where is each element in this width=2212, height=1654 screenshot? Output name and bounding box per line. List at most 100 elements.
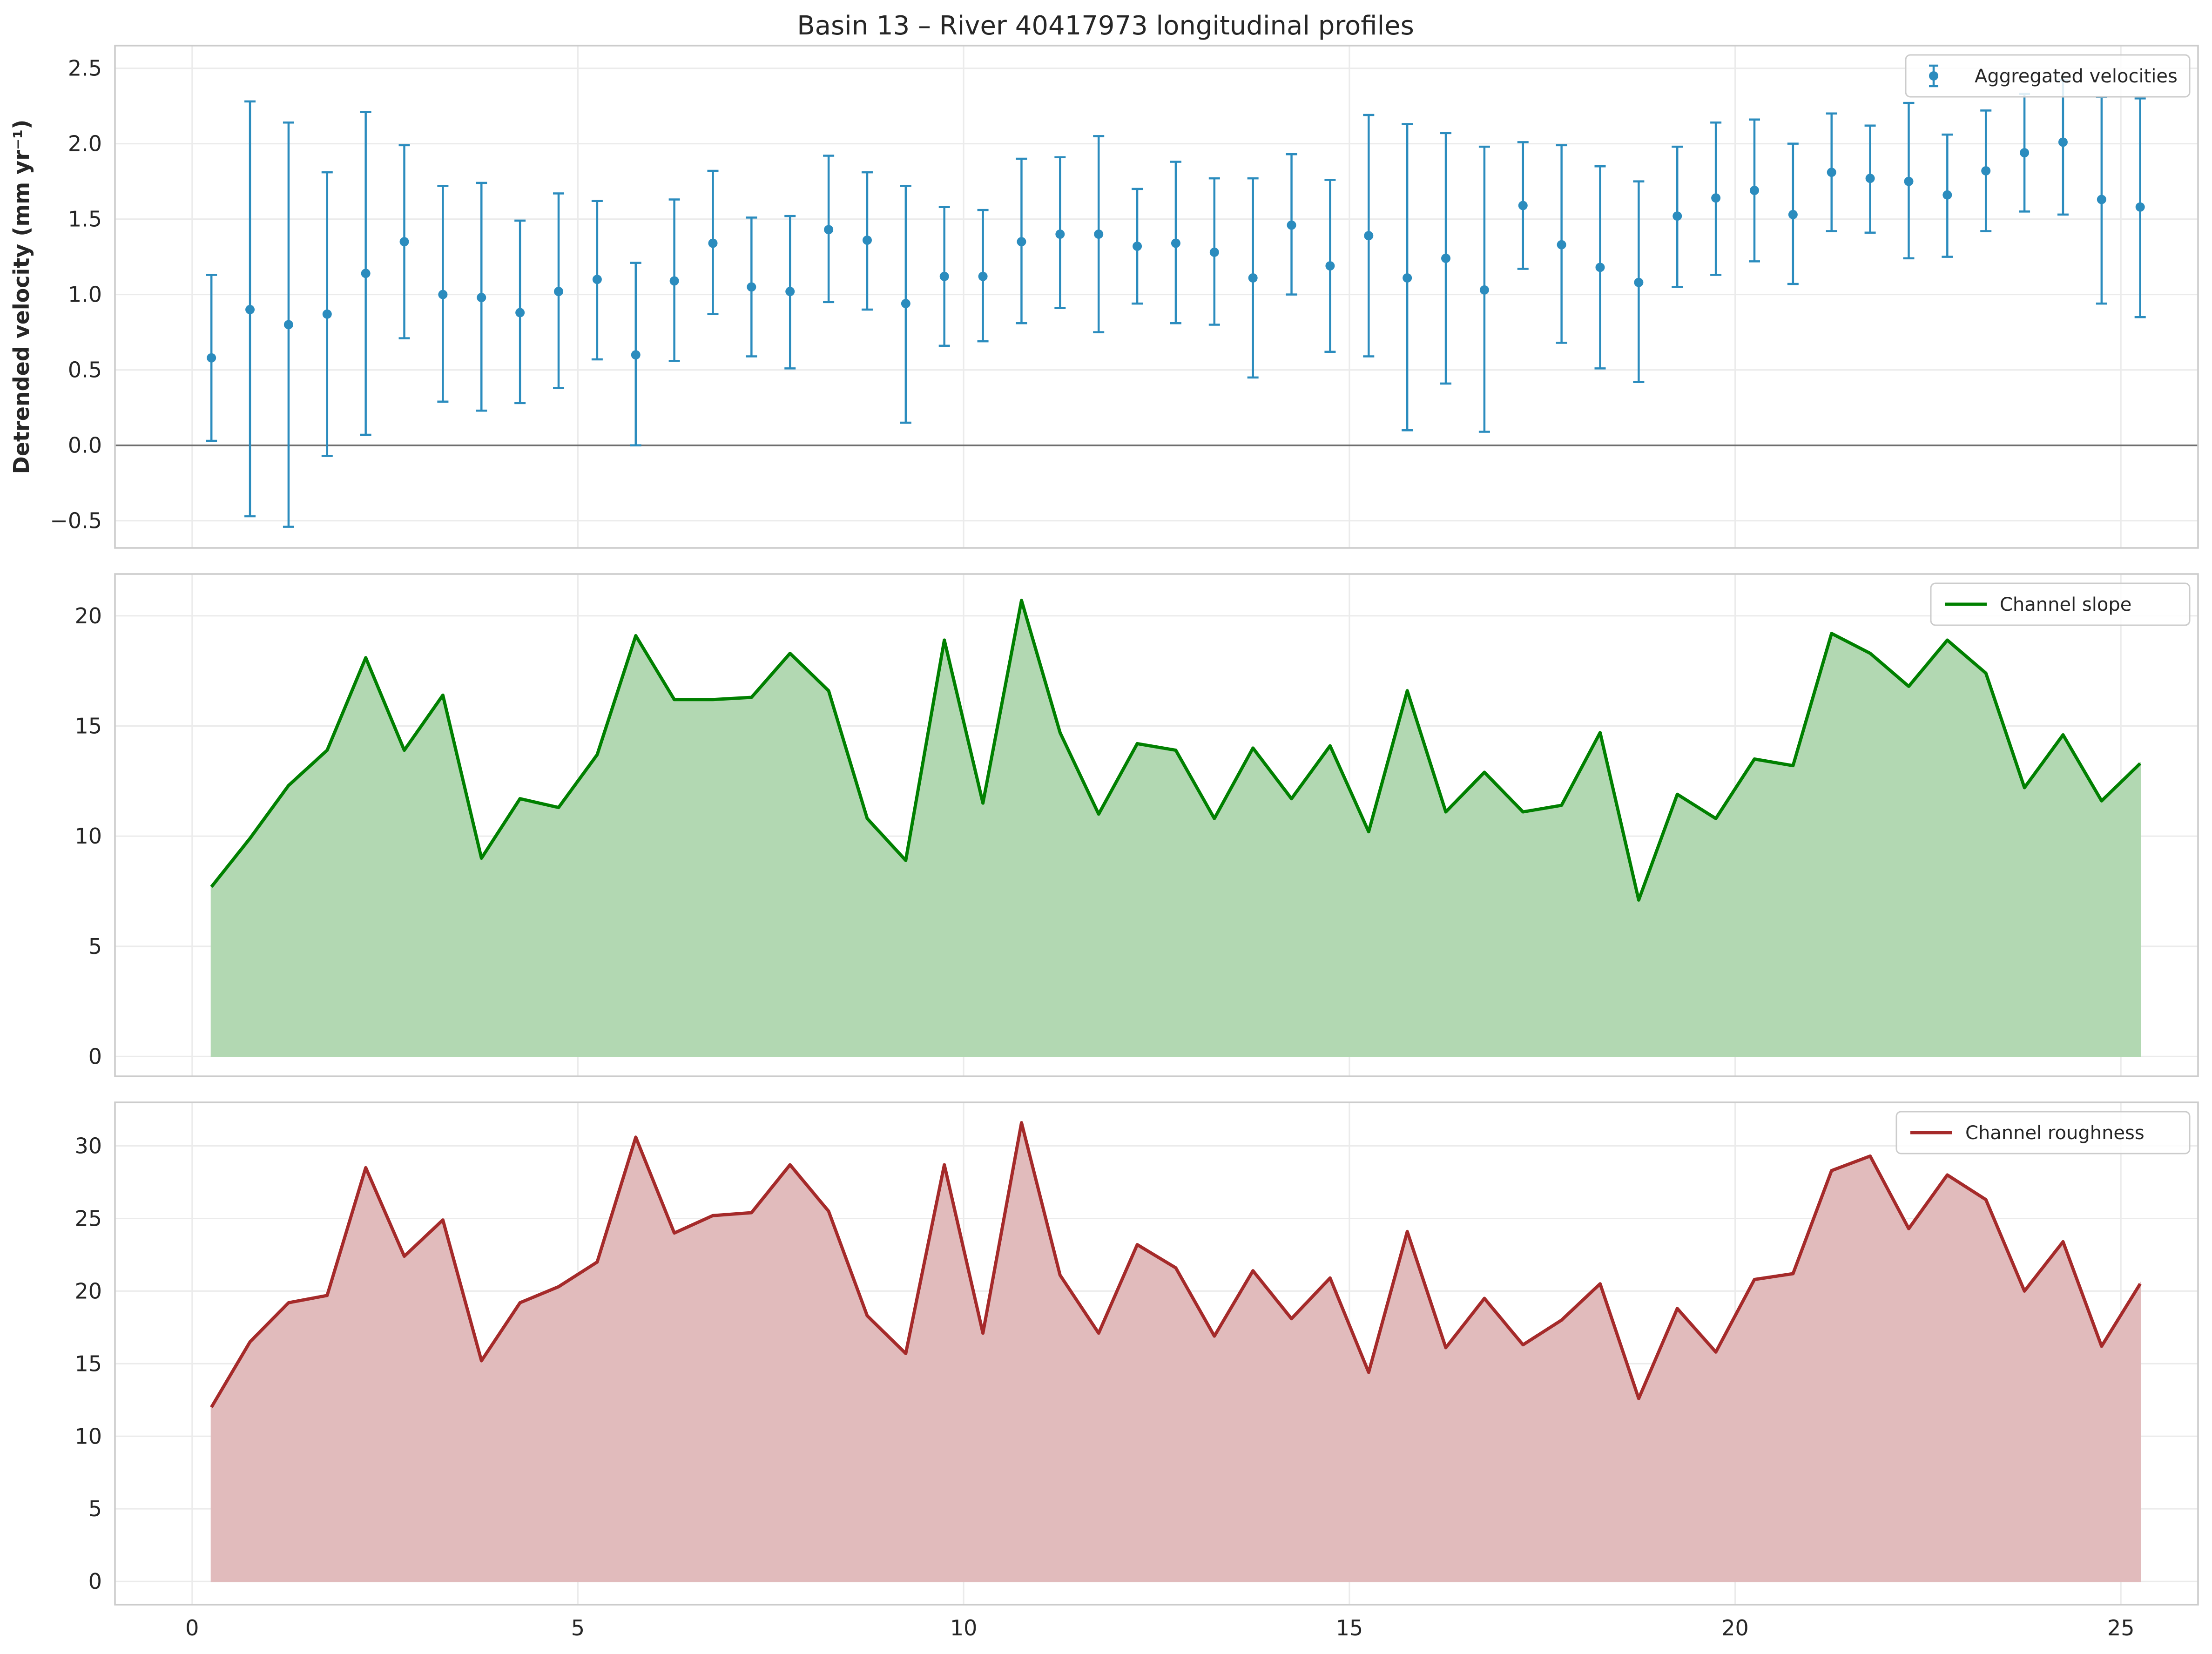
data-point [1325,261,1335,271]
errorbar-point [823,155,835,304]
y-tick-label: 0 [88,1569,102,1594]
y-tick-label: 1.0 [68,282,102,307]
data-point [1749,186,1759,196]
data-point [1171,238,1180,248]
errorbar-point [1247,177,1259,379]
x-tick-label: 0 [185,1615,199,1640]
errorbar-point [514,219,526,405]
y-tick-label: 15 [74,1351,102,1376]
axes-frame [114,1101,2199,1606]
data-point [747,282,756,292]
data-point [1364,231,1374,241]
data-point [399,237,409,247]
errorbar-point [553,192,565,389]
y-axis-label: Detrended velocity (mm yr⁻¹) [9,120,34,474]
errorbar-point [1208,177,1220,326]
data-point [1287,220,1296,230]
errorbar-point [1556,144,1567,344]
data-point [477,293,486,303]
legend-box [1895,1111,2191,1154]
errorbar-point [707,169,719,316]
errorbar-point [1710,122,1722,276]
series-line [210,599,2142,902]
errorbar-point [1787,142,1799,285]
panel-roughness: 0 5 10 15 20 25 30 0 5 10 15 20 25 Channel roughness [74,1101,2199,1640]
data-point [1133,241,1142,251]
data-point [361,269,371,278]
data-point [669,276,679,286]
y-tick-label: 25 [74,1206,102,1231]
y-tick-label: 20 [74,1278,102,1303]
plot-area [115,46,2198,548]
data-point [1403,273,1412,283]
data-point [785,287,795,297]
y-tick-label: 5 [88,934,102,959]
data-point [1711,193,1721,203]
legend: Channel slope [1930,582,2191,626]
data-point [2020,148,2030,158]
panel-velocity: −0.5 0.0 0.5 1.0 1.5 2.0 2.5 Detrended velocity… [9,45,2199,549]
errorbar-point [1980,109,1992,232]
errorbar-point [1748,118,1760,263]
data-point [1672,211,1682,221]
legend-key-errorbar [1929,64,1938,88]
data-point [1981,166,1991,176]
errorbar-point [1170,161,1181,324]
errorbar-point [938,206,950,347]
x-tick-label: 15 [1336,1615,1363,1640]
y-tick-label: 5 [88,1496,102,1521]
x-tick-label: 10 [950,1615,978,1640]
plot-marks [210,599,2142,1057]
y-tick-label: 1.5 [68,207,102,232]
data-point [1479,285,1489,295]
x-tick-label: 25 [2107,1615,2135,1640]
errorbar-point [437,185,449,403]
x-tick-label: 5 [571,1615,585,1640]
data-point [283,320,293,330]
errorbar-point [1132,188,1143,305]
errorbar-point [1402,123,1413,432]
data-point [1557,240,1566,250]
y-tick-label: 10 [74,824,102,849]
data-point [1634,277,1644,287]
axes-frame [114,573,2199,1077]
errorbar-point [1286,153,1297,296]
errorbar-point [1864,124,1876,234]
errorbar-point [1093,135,1105,333]
data-point [1788,209,1798,219]
y-tick-label: 0.0 [68,433,102,458]
errorbar-point [591,200,603,361]
errorbar-point [283,122,294,528]
y-tick-label: 0 [88,1044,102,1069]
errorbar-point [206,274,217,442]
data-point [862,235,872,245]
legend-box [1905,54,2191,98]
legend-label: Channel roughness [1965,1122,2145,1144]
data-point [1595,263,1605,272]
errorbar-point [1826,112,1837,232]
errorbar-point [1594,165,1606,370]
grid [115,46,2198,548]
errorbar-point [360,111,371,436]
x-tick-label: 20 [1721,1615,1749,1640]
errorbar-point [977,209,989,343]
y-tick-label: 0.5 [68,358,102,383]
data-point [978,271,988,281]
data-point [207,353,216,363]
data-point [322,309,332,319]
panel-slope: 0 5 10 15 20 Channel slope [74,573,2199,1077]
legend: Channel roughness [1895,1111,2191,1154]
errorbar-point [746,216,757,358]
data-point [1017,237,1026,247]
y-tick-label: 10 [74,1424,102,1449]
legend: Aggregated velocities [1905,54,2191,98]
series-line [210,1121,2142,1408]
errorbar-point [784,215,796,370]
errorbar-point [2134,97,2146,318]
errorbar-point [244,100,256,518]
errorbar-point [398,144,410,339]
errorbar-point [321,171,333,457]
data-point [2097,195,2106,204]
y-tick-label: −0.5 [50,508,102,533]
